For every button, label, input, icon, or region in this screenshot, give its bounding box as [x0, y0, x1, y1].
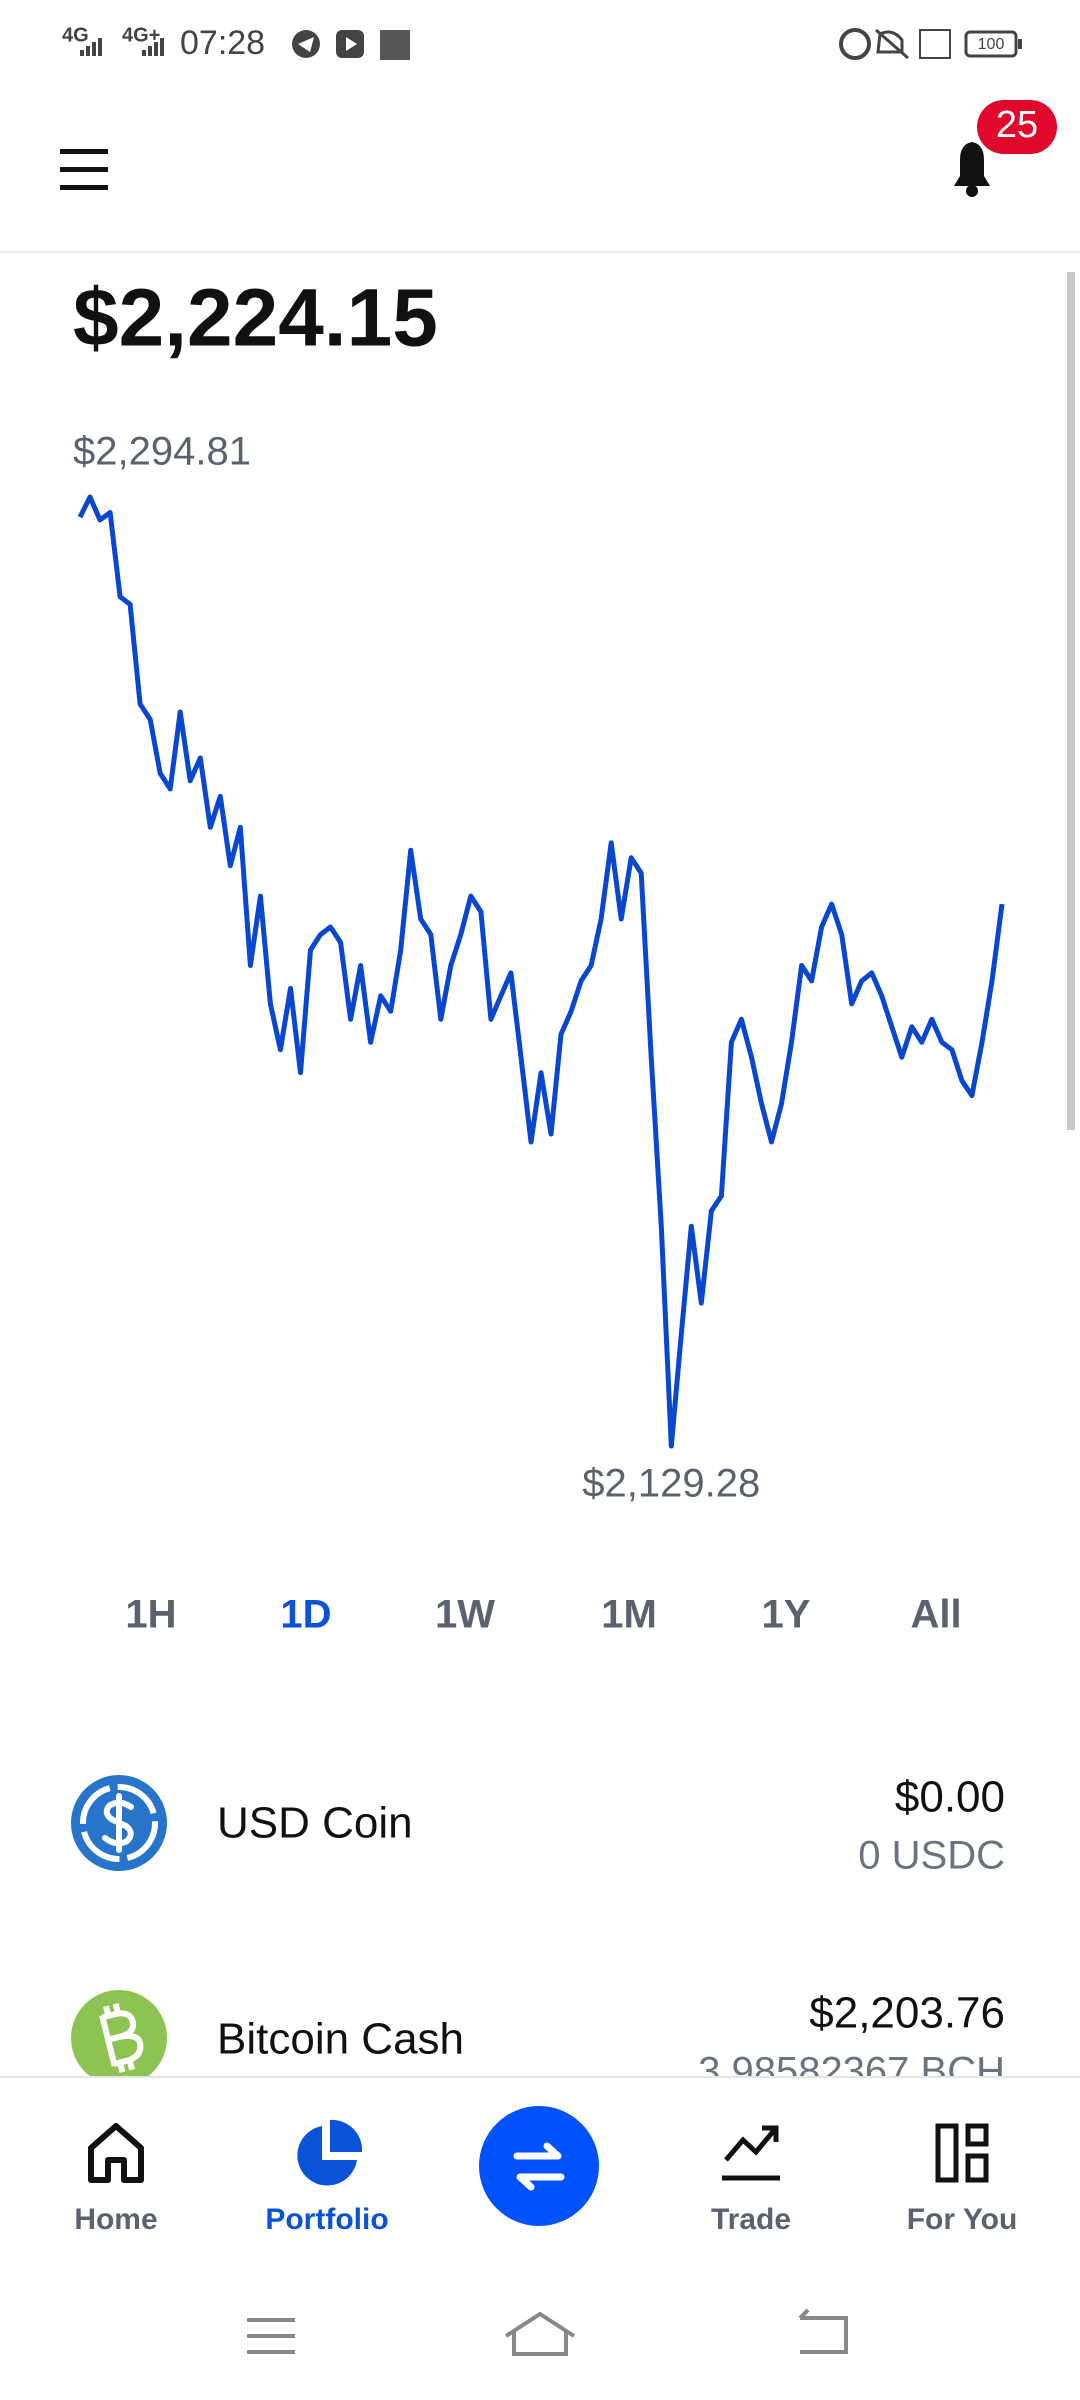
menu-line	[60, 149, 108, 154]
mute-icon	[875, 28, 909, 60]
tile	[965, 2123, 989, 2147]
home-button[interactable]	[504, 2311, 576, 2356]
asset-value: $2,203.76	[809, 1989, 1005, 2038]
trade-action-button[interactable]	[479, 2106, 599, 2226]
nav-label[interactable]: Trade	[711, 2203, 791, 2236]
trade-icon	[722, 2125, 780, 2181]
for-you-icon	[935, 2123, 989, 2183]
volte-icon	[919, 29, 951, 59]
header-divider	[0, 251, 1080, 253]
signal-icon	[80, 38, 164, 56]
time-range-tab[interactable]: All	[910, 1593, 961, 1637]
pie-slice	[330, 2119, 363, 2152]
nav-label[interactable]: Portfolio	[265, 2203, 388, 2236]
time-range-tab[interactable]: 1Y	[762, 1593, 811, 1637]
network-label: 4G	[62, 24, 89, 46]
recents-button[interactable]	[247, 2318, 295, 2354]
usdc-ring	[80, 1784, 158, 1862]
battery-icon	[964, 30, 1018, 58]
pie-slice	[297, 2126, 357, 2186]
menu-button[interactable]	[60, 149, 108, 190]
battery-tip	[1018, 39, 1022, 49]
time-range-tab[interactable]: 1H	[125, 1593, 176, 1637]
asset-name: USD Coin	[217, 1799, 413, 1848]
alarm-icon	[839, 28, 871, 60]
bottom-nav: Home Portfolio Trade For You	[0, 2076, 1080, 2280]
asset-amount: 3.98582367 BCH	[698, 2050, 1005, 2094]
time-range-tab[interactable]: 1D	[280, 1593, 331, 1637]
asset-value: $0.00	[895, 1773, 1005, 1822]
swap-icon	[513, 2142, 565, 2191]
tile	[935, 2123, 959, 2183]
notification-count: 25	[996, 104, 1038, 146]
asset-name: Bitcoin Cash	[217, 2015, 464, 2064]
time-range-tab[interactable]: 1W	[435, 1593, 495, 1637]
bell-icon	[954, 142, 990, 186]
portfolio-icon	[297, 2119, 363, 2186]
trade-button	[479, 2106, 599, 2226]
time-range-tabs: 1H 1D 1W 1M 1Y All	[125, 1593, 961, 1637]
notification-badge	[977, 100, 1057, 154]
youtube-glyph	[346, 37, 357, 51]
back-button[interactable]	[798, 2308, 848, 2354]
app-icon	[380, 30, 410, 60]
asset-row[interactable]: Bitcoin Cash $2,203.76 3.98582367 BCH	[71, 1989, 1005, 2094]
usdc-glyph	[102, 1793, 134, 1853]
network-label: 4G+	[122, 24, 160, 46]
asset-amount: 0 USDC	[858, 1834, 1005, 1878]
bch-icon	[71, 1990, 167, 2077]
time-range-tab[interactable]: 1M	[601, 1593, 657, 1637]
notifications-button[interactable]: 25	[954, 100, 1057, 197]
low-label: $2,129.28	[582, 1462, 760, 1506]
status-bar: 4G 4G+ 07:28 100	[62, 24, 1022, 62]
scrollbar	[1067, 272, 1075, 1130]
nav-label[interactable]: Home	[74, 2203, 157, 2236]
bch-glyph	[99, 2003, 144, 2073]
high-label: $2,294.81	[73, 430, 251, 474]
trend-line	[724, 2125, 779, 2162]
telegram-glyph	[298, 37, 314, 52]
tile	[965, 2153, 989, 2183]
bell-clapper	[966, 185, 978, 197]
home-icon	[88, 2123, 144, 2183]
asset-row[interactable]: USD Coin $0.00 0 USDC	[71, 1773, 1005, 1878]
asset-list: USD Coin $0.00 0 USDC Bitcoin Cash $2,20…	[71, 1773, 1005, 2094]
price-line	[77, 494, 1005, 1449]
nav-divider	[0, 2076, 1080, 2078]
header: 25	[0, 100, 1080, 253]
menu-line	[60, 185, 108, 190]
balance: $2,224.15	[73, 273, 438, 364]
price-chart: $2,294.81 $2,129.28	[73, 430, 1005, 1506]
clock: 07:28	[180, 24, 265, 62]
menu-line	[60, 167, 108, 172]
nav-labels: Home Portfolio Trade For You	[74, 2203, 1017, 2236]
battery-level: 100	[978, 36, 1005, 53]
system-nav	[247, 2308, 848, 2356]
nav-label[interactable]: For You	[907, 2203, 1018, 2236]
